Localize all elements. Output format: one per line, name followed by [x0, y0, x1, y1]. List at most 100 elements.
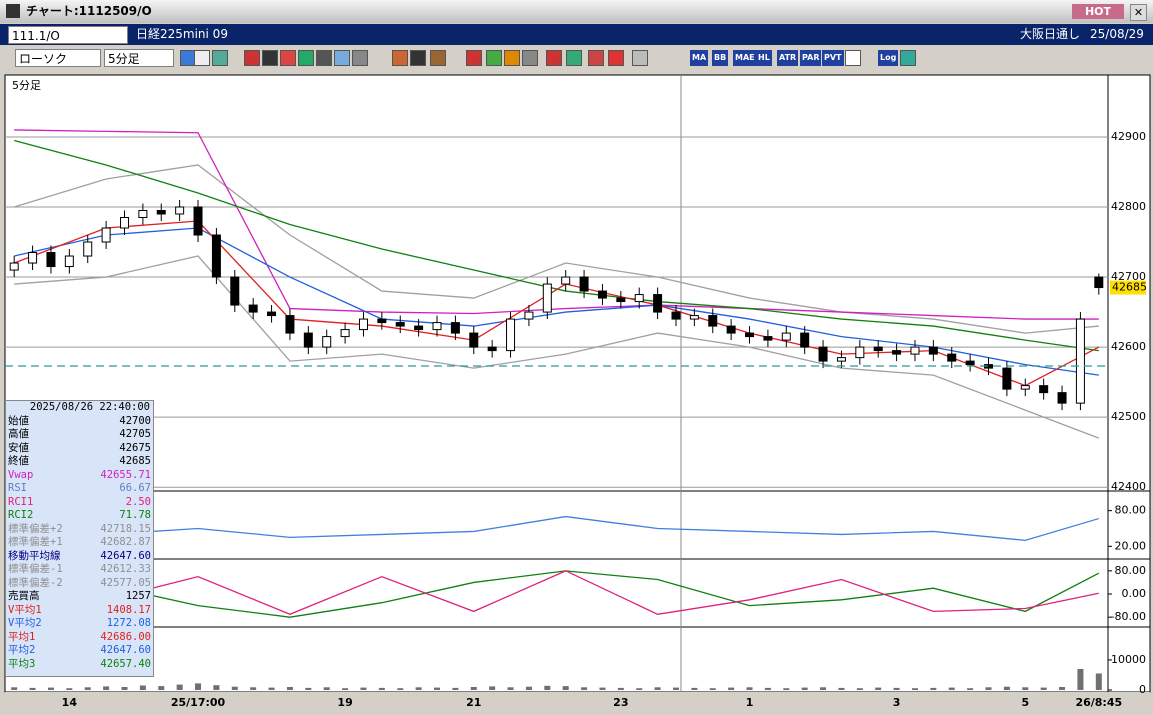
volume-bar	[286, 686, 293, 690]
toolbar-button[interactable]: MAE	[733, 50, 757, 66]
toolbar-icon[interactable]	[845, 50, 861, 66]
volume-bar	[213, 685, 220, 690]
x-tick-label: 21	[466, 696, 481, 709]
candle-body	[579, 276, 589, 292]
info-row: 標準偏差+1 42682.87	[6, 536, 153, 550]
volume-bar	[323, 687, 330, 690]
candle-body	[708, 315, 718, 327]
info-value: 1257	[125, 590, 151, 602]
toolbar-icon[interactable]	[194, 50, 210, 66]
hot-button[interactable]: HOT	[1072, 4, 1124, 19]
info-row: V平均1 1408.17	[6, 604, 153, 618]
volume-bar	[507, 687, 514, 690]
volume-bar	[66, 688, 73, 690]
y-tick-label: -80.00	[1111, 610, 1146, 623]
toolbar-icon[interactable]	[546, 50, 562, 66]
info-row: 移動平均線 42647.60	[6, 550, 153, 564]
toolbar-button[interactable]: PAR	[800, 50, 822, 66]
volume-bar	[342, 688, 349, 690]
toolbar-icon[interactable]	[392, 50, 408, 66]
toolbar-icon[interactable]	[566, 50, 582, 66]
period-select[interactable]: 5分足	[104, 49, 174, 67]
toolbar-icon[interactable]	[430, 50, 446, 66]
info-row: 標準偏差-2 42577.05	[6, 577, 153, 591]
toolbar-icon[interactable]	[316, 50, 332, 66]
toolbar-icon[interactable]	[262, 50, 278, 66]
volume-bar	[1059, 686, 1066, 690]
info-value: 71.78	[119, 509, 151, 521]
toolbar-button[interactable]: PVT	[822, 50, 844, 66]
candle-body	[432, 322, 442, 331]
candle-body	[763, 336, 773, 341]
toolbar-icon[interactable]	[280, 50, 296, 66]
candle-body	[855, 346, 865, 359]
app-icon	[6, 4, 20, 18]
x-tick-label: 14	[62, 696, 78, 709]
info-value: 2.50	[125, 495, 151, 508]
info-label: V平均2	[8, 617, 42, 629]
toolbar-icon[interactable]	[608, 50, 624, 66]
volume-bar	[415, 687, 422, 690]
y-tick-label: 42700	[1111, 270, 1146, 283]
toolbar-button[interactable]: Log	[878, 50, 899, 66]
info-label: 安値	[8, 441, 29, 454]
toolbar-icon[interactable]	[504, 50, 520, 66]
volume-bar	[911, 688, 918, 690]
toolbar-button[interactable]: ATR	[777, 50, 799, 66]
volume-bar	[838, 687, 845, 690]
info-label: 標準偏差+1	[8, 536, 63, 548]
info-value: 42718.15	[100, 522, 151, 535]
toolbar-icon[interactable]	[522, 50, 538, 66]
candle-body	[322, 336, 332, 348]
volume-bar	[268, 687, 275, 690]
chart-type-select[interactable]: ローソク	[15, 49, 101, 67]
toolbar-button[interactable]: HL	[756, 50, 772, 66]
toolbar-icon[interactable]	[466, 50, 482, 66]
toolbar-icon[interactable]	[410, 50, 426, 66]
info-label: 標準偏差-2	[8, 576, 63, 589]
y-tick-label: 42600	[1111, 340, 1146, 353]
candle-body	[377, 318, 387, 324]
y-tick-label: 0.00	[1122, 587, 1147, 600]
toolbar-icon[interactable]	[486, 50, 502, 66]
toolbar-icon[interactable]	[900, 50, 916, 66]
plot-frame	[4, 74, 1151, 693]
info-row: Vwap 42655.71	[6, 469, 153, 483]
y-tick-label: 42900	[1111, 130, 1146, 143]
volume-bar	[856, 688, 863, 690]
candle-body	[9, 262, 19, 271]
volume-bar	[121, 686, 128, 690]
info-panel: 2025/08/26 22:40:00 始値 42700 高値 42705 安値 4267…	[5, 400, 154, 677]
symbol-select[interactable]: 111.1/O	[8, 26, 128, 44]
info-row: 平均3 42657.40	[6, 658, 153, 672]
candle-body	[506, 318, 516, 352]
candle-body	[910, 346, 920, 355]
candle-body	[561, 276, 571, 285]
toolbar-icon[interactable]	[588, 50, 604, 66]
volume-bar	[544, 685, 551, 690]
volume-bar	[29, 687, 36, 690]
volume-bar	[801, 687, 808, 690]
volume-bar	[397, 688, 404, 690]
toolbar-icon[interactable]	[632, 50, 648, 66]
window-title: チャート:1112509/O	[26, 4, 152, 18]
y-tick-label: 0	[1139, 683, 1146, 696]
candle-body	[836, 357, 846, 362]
toolbar-button[interactable]: MA	[690, 50, 709, 66]
volume-bar	[599, 687, 606, 690]
volume-bar	[691, 687, 698, 690]
candle-body	[46, 252, 56, 268]
toolbar-icon[interactable]	[298, 50, 314, 66]
toolbar-icon[interactable]	[352, 50, 368, 66]
info-value: 42647.60	[100, 644, 151, 656]
close-button[interactable]: ✕	[1130, 4, 1147, 21]
info-value: 42612.33	[100, 563, 151, 575]
toolbar-button[interactable]: BB	[712, 50, 729, 66]
candle-body	[1057, 392, 1067, 404]
toolbar-icon[interactable]	[212, 50, 228, 66]
header-bar: 111.1/O 日経225mini 09 大阪日通し 25/08/29	[0, 24, 1153, 45]
info-row: 標準偏差+2 42718.15	[6, 523, 153, 537]
candle-body	[303, 332, 313, 348]
toolbar-icon[interactable]	[244, 50, 260, 66]
toolbar-icon[interactable]	[334, 50, 350, 66]
